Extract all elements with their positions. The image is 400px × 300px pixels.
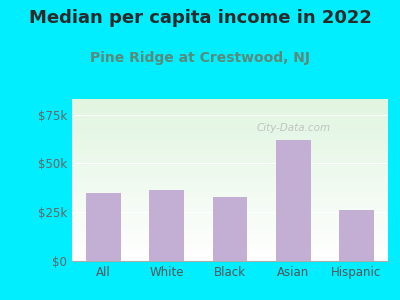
Bar	[213, 196, 247, 261]
Text: Pine Ridge at Crestwood, NJ: Pine Ridge at Crestwood, NJ	[90, 51, 310, 65]
Text: City-Data.com: City-Data.com	[256, 123, 330, 133]
Bar	[276, 140, 310, 261]
Bar	[339, 210, 374, 261]
Bar	[86, 193, 121, 261]
Text: Median per capita income in 2022: Median per capita income in 2022	[28, 9, 372, 27]
Bar	[150, 190, 184, 261]
